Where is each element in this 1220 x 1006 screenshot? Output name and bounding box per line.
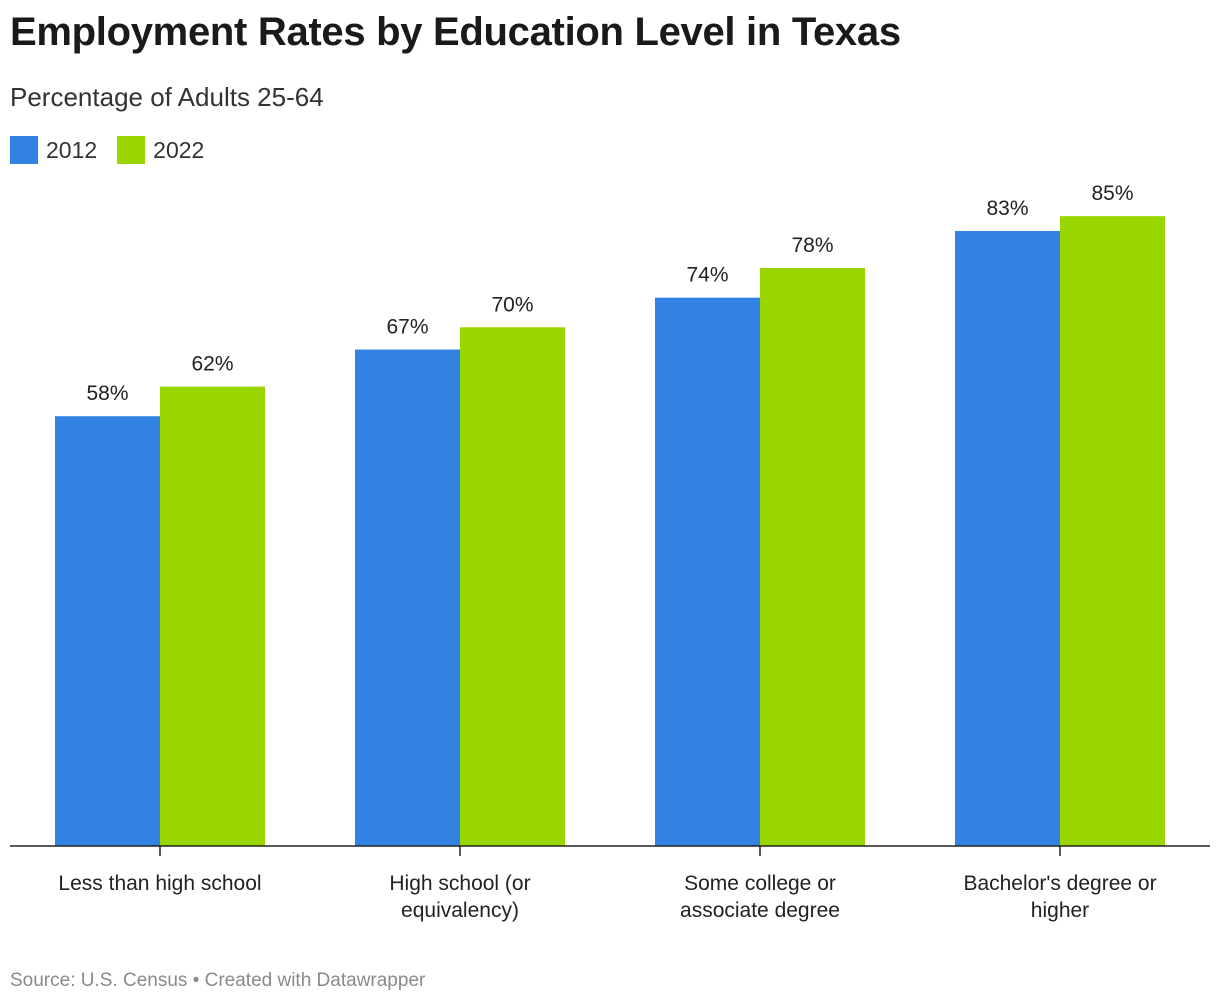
data-label-2022-3: 85% bbox=[1091, 182, 1133, 205]
data-label-2012-1: 67% bbox=[386, 316, 428, 339]
bar-2012-1 bbox=[355, 349, 460, 846]
data-label-2012-2: 74% bbox=[686, 264, 728, 287]
bar-2012-3 bbox=[955, 230, 1060, 847]
legend: 2012 2022 bbox=[10, 136, 204, 164]
data-label-2012-0: 58% bbox=[86, 382, 128, 405]
data-label-2022-1: 70% bbox=[491, 293, 533, 316]
chart-title: Employment Rates by Education Level in T… bbox=[10, 10, 901, 54]
source-note: Source: U.S. Census • Created with Dataw… bbox=[10, 970, 426, 991]
bar-2012-2 bbox=[655, 297, 760, 846]
legend-item-2012: 2012 bbox=[10, 136, 97, 164]
legend-item-2022: 2022 bbox=[117, 136, 204, 164]
x-tick-label-2: Some college or associate degree bbox=[680, 872, 840, 922]
data-label-2012-3: 83% bbox=[986, 197, 1028, 220]
x-tick-label-1: High school (or equivalency) bbox=[389, 872, 530, 922]
bar-2012-0 bbox=[55, 416, 160, 846]
bar-2022-3 bbox=[1060, 216, 1165, 846]
legend-label-2022: 2022 bbox=[153, 136, 205, 163]
data-label-2022-0: 62% bbox=[191, 353, 233, 376]
chart-subtitle: Percentage of Adults 25-64 bbox=[10, 82, 324, 112]
legend-swatch-2022 bbox=[117, 136, 146, 164]
x-tick-label-3: Bachelor's degree or higher bbox=[963, 872, 1156, 922]
bar-2022-2 bbox=[760, 268, 865, 846]
legend-swatch-2012 bbox=[10, 136, 38, 164]
data-label-2022-2: 78% bbox=[791, 234, 833, 257]
x-tick-label-0: Less than high school bbox=[58, 872, 261, 895]
bar-2022-1 bbox=[460, 327, 565, 846]
legend-label-2012: 2012 bbox=[46, 136, 98, 163]
bar-2022-0 bbox=[160, 386, 265, 846]
